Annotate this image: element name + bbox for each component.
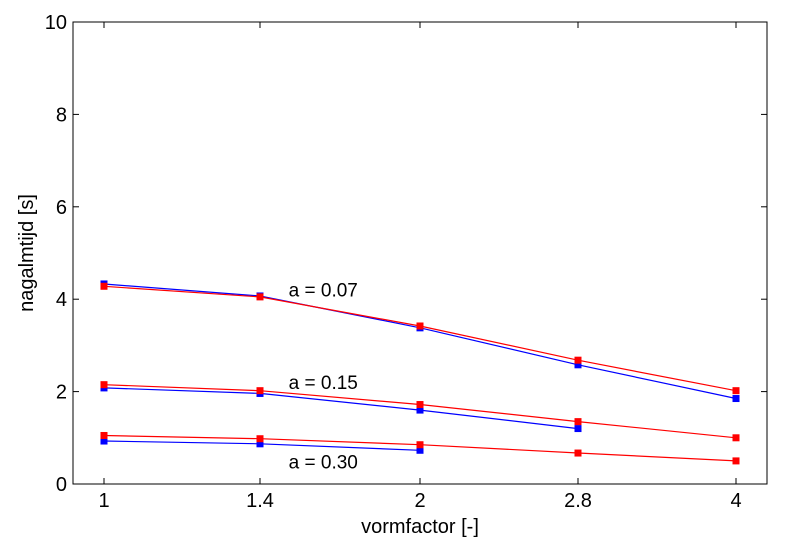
data-point: [574, 356, 582, 364]
series-a-0-30-blue: [100, 437, 424, 454]
tick-labels: 1 1.4 2 2.8 4 0 2 4 6 8 10: [45, 12, 742, 512]
data-point: [732, 457, 740, 465]
axis-ticks: [73, 21, 767, 485]
data-point: [100, 431, 108, 439]
data-point: [100, 381, 108, 389]
y-tick-label: 2: [56, 382, 67, 404]
data-point: [100, 282, 108, 290]
x-tick-label: 2.8: [564, 490, 592, 512]
x-tick-label: 1.4: [246, 490, 274, 512]
data-point: [416, 441, 424, 449]
x-tick-label: 2: [414, 490, 425, 512]
data-point: [732, 434, 740, 442]
plot-area: [72, 21, 768, 485]
y-tick-label: 10: [45, 12, 67, 34]
y-axis-label: nagalmtijd [s]: [16, 194, 38, 312]
data-point: [574, 425, 582, 433]
x-tick-label: 4: [730, 490, 741, 512]
y-tick-label: 4: [56, 289, 67, 311]
data-point: [256, 293, 264, 301]
y-tick-label: 6: [56, 197, 67, 219]
x-tick-label: 1: [98, 490, 109, 512]
data-point: [732, 387, 740, 395]
series-line: [103, 387, 579, 430]
data-point: [416, 406, 424, 414]
series-a-0-30-red: [100, 431, 740, 465]
x-axis-label: vormfactor [-]: [361, 516, 479, 538]
series-annotation: a = 0.15: [289, 373, 358, 394]
data-point: [574, 449, 582, 457]
data-point: [256, 440, 264, 448]
data-point: [256, 435, 264, 443]
y-tick-label: 8: [56, 104, 67, 126]
series-annotation: a = 0.30: [289, 452, 358, 473]
series-layer: [100, 280, 740, 465]
series-a-0-15-red: [100, 381, 740, 442]
data-point: [732, 395, 740, 403]
data-point: [416, 322, 424, 330]
data-point: [574, 418, 582, 426]
data-point: [256, 387, 264, 395]
data-point: [574, 361, 582, 369]
annotation-layer: a = 0.07 a = 0.15 a = 0.30: [289, 281, 358, 474]
y-tick-label: 0: [56, 474, 67, 496]
data-point: [416, 446, 424, 454]
data-point: [416, 401, 424, 409]
series-annotation: a = 0.07: [289, 281, 358, 302]
series-a-0-07-red: [100, 282, 740, 395]
data-point: [100, 437, 108, 445]
